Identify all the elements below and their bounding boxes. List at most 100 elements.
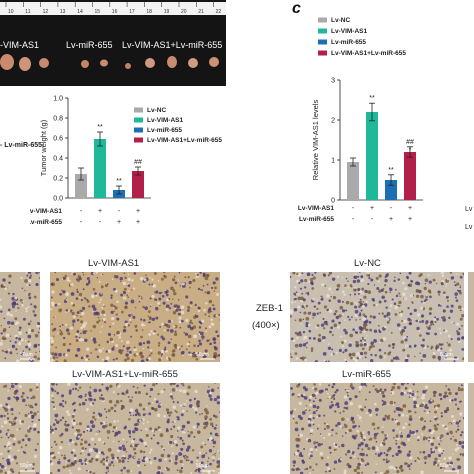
ihc-cell	[208, 449, 213, 453]
treatment-label: Lv-miR-655	[299, 216, 334, 223]
ihc-cell	[105, 459, 108, 462]
ihc-cell	[52, 405, 56, 409]
ihc-cell	[157, 342, 161, 345]
ihc-cell	[116, 317, 120, 321]
ihc-cell	[75, 429, 78, 432]
ihc-cell	[381, 442, 384, 445]
ihc-cell	[333, 460, 338, 464]
ihc-cell	[354, 359, 358, 362]
ihc-cell	[131, 279, 134, 282]
ihc-cell	[303, 396, 308, 400]
ihc-cell	[117, 392, 120, 396]
ihc-cell	[314, 391, 319, 395]
ihc-cell	[422, 401, 425, 405]
ihc-cell	[32, 406, 34, 409]
ihc-cell	[368, 348, 371, 351]
ihc-cell	[386, 416, 391, 420]
ihc-cell	[349, 384, 353, 388]
ihc-cell	[407, 464, 411, 468]
ihc-cell	[59, 329, 61, 332]
ihc-cell	[373, 329, 378, 333]
ihc-cell	[137, 464, 140, 467]
ihc-cell	[459, 286, 462, 289]
ihc-cell	[323, 422, 326, 425]
treatment-sign: +	[389, 216, 393, 223]
ihc-cell	[215, 314, 218, 317]
ihc-cell	[362, 313, 366, 317]
ihc-cell	[149, 305, 152, 307]
ihc-cell	[28, 279, 32, 283]
ihc-cell	[381, 312, 384, 315]
ihc-cell	[338, 446, 341, 448]
ihc-cell	[143, 441, 147, 445]
ihc-cell	[316, 441, 319, 444]
ihc-cell	[23, 451, 26, 454]
ihc-cell	[94, 348, 98, 351]
ihc-cell	[50, 283, 54, 286]
ihc-cell	[121, 405, 125, 410]
ruler-tick-label: 10	[8, 9, 14, 15]
ihc-cell	[84, 399, 87, 402]
ihc-cell	[456, 282, 460, 286]
ihc-cell	[136, 460, 141, 465]
ihc-cell	[144, 413, 147, 415]
ihc-cell	[302, 338, 305, 340]
ihc-cell	[354, 288, 357, 291]
ihc-cell	[339, 458, 343, 461]
ihc-cell	[119, 351, 123, 355]
ihc-cell	[15, 336, 18, 340]
ihc-cell	[430, 451, 433, 454]
ihc-cell	[15, 462, 19, 465]
ihc-cell	[157, 351, 162, 355]
ihc-cell	[113, 287, 116, 291]
ihc-cell	[14, 341, 17, 344]
ihc-cell	[215, 424, 218, 426]
ihc-cell	[117, 420, 119, 423]
ihc-cell	[408, 450, 411, 453]
ihc-cell	[424, 385, 429, 389]
ihc-cell	[116, 449, 120, 453]
ihc-cell	[139, 419, 142, 422]
ihc-cell	[434, 417, 438, 421]
ihc-cell	[326, 308, 330, 312]
ihc-cell	[82, 430, 86, 434]
ihc-cell	[378, 274, 382, 278]
ihc-cell	[118, 446, 123, 450]
ihc-cell	[344, 331, 348, 335]
ihc-cell	[103, 442, 106, 445]
ihc-cell	[189, 431, 194, 435]
ihc-cell	[139, 450, 143, 454]
ihc-cell	[135, 329, 138, 332]
ihc-cell	[18, 331, 22, 335]
ihc-cell	[37, 343, 40, 346]
ihc-cell	[7, 470, 11, 474]
ihc-cell	[369, 412, 372, 414]
ihc-cell	[166, 328, 170, 332]
ihc-cell	[305, 341, 309, 344]
ihc-cell	[302, 343, 307, 347]
ihc-cell	[392, 404, 395, 407]
ihc-cell	[175, 388, 178, 391]
ihc-cell	[71, 462, 74, 465]
ihc-cell	[20, 352, 24, 356]
ihc-cell	[195, 273, 197, 275]
ihc-cell	[422, 390, 426, 394]
ihc-cell	[180, 383, 184, 385]
ihc-cell	[397, 438, 400, 440]
ihc-cell	[134, 391, 138, 394]
ihc-cell	[196, 402, 200, 406]
ihc-cell	[459, 291, 462, 295]
ihc-cell	[187, 275, 190, 279]
ihc-cell	[7, 461, 10, 465]
ihc-cell	[393, 437, 395, 439]
ihc-cell	[381, 403, 384, 406]
ihc-cell	[335, 402, 340, 406]
ihc-cell	[187, 430, 189, 433]
ihc-cell	[33, 295, 37, 299]
ihc-cell	[302, 330, 306, 334]
ihc-cell	[4, 384, 8, 388]
ihc-cell	[161, 277, 164, 281]
ihc-cell	[52, 397, 54, 400]
y-tick-label: 3	[331, 78, 335, 85]
ihc-cell	[358, 390, 361, 393]
